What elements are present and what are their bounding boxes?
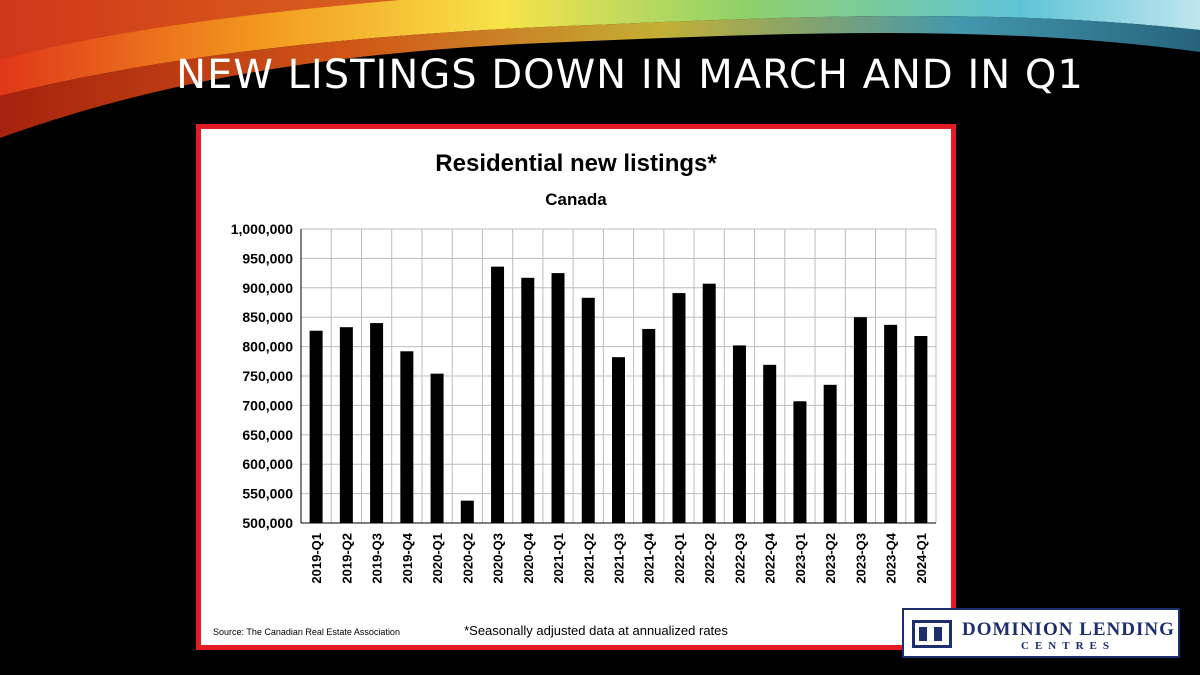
bar bbox=[521, 277, 535, 523]
x-tick-label: 2023-Q4 bbox=[884, 532, 899, 583]
bar bbox=[339, 327, 353, 523]
bar bbox=[430, 373, 444, 523]
x-tick-label: 2023-Q2 bbox=[823, 533, 838, 584]
chart-subtitle: Canada bbox=[545, 190, 607, 209]
x-tick-label: 2022-Q1 bbox=[672, 533, 687, 584]
x-tick-label: 2019-Q3 bbox=[370, 533, 385, 584]
bar bbox=[309, 330, 323, 523]
bar bbox=[793, 401, 807, 523]
bar bbox=[853, 317, 867, 523]
chart-source: Source: The Canadian Real Estate Associa… bbox=[213, 627, 400, 637]
y-axis: 500,000 550,000 600,000 650,000 700,000 750,0… bbox=[231, 221, 294, 531]
bar bbox=[763, 364, 777, 523]
slide-title: NEW LISTINGS DOWN IN MARCH AND IN Q1 bbox=[176, 52, 1084, 98]
x-tick-label: 2023-Q3 bbox=[853, 533, 868, 584]
dominion-lending-logo: DOMINION LENDING CENTRES bbox=[902, 608, 1180, 658]
bar bbox=[612, 357, 625, 523]
x-tick-label: 2020-Q3 bbox=[491, 533, 506, 584]
y-tick-label: 800,000 bbox=[242, 339, 293, 355]
x-tick-label: 2020-Q2 bbox=[460, 533, 475, 584]
x-tick-label: 2019-Q2 bbox=[339, 533, 354, 584]
bar bbox=[370, 323, 384, 523]
x-tick-label: 2019-Q1 bbox=[309, 533, 324, 584]
x-tick-label: 2021-Q4 bbox=[642, 532, 657, 583]
bar bbox=[732, 345, 746, 523]
x-tick-label: 2024-Q1 bbox=[914, 533, 929, 584]
y-tick-label: 550,000 bbox=[242, 486, 293, 502]
y-tick-label: 850,000 bbox=[242, 309, 293, 325]
chart-title: Residential new listings* bbox=[435, 150, 717, 177]
decorative-swoosh bbox=[0, 0, 1200, 139]
x-tick-label: 2019-Q4 bbox=[400, 532, 415, 583]
logo-sub: CENTRES bbox=[1021, 640, 1115, 652]
x-tick-label: 2020-Q1 bbox=[430, 533, 445, 584]
y-tick-label: 600,000 bbox=[242, 456, 293, 472]
chart-frame: Residential new listings* Canada 500,000… bbox=[196, 124, 956, 650]
y-tick-label: 700,000 bbox=[242, 397, 293, 413]
bar bbox=[581, 297, 595, 523]
y-tick-label: 950,000 bbox=[242, 250, 293, 266]
bar bbox=[642, 328, 656, 523]
x-tick-label: 2021-Q1 bbox=[551, 533, 566, 584]
bar bbox=[491, 266, 505, 523]
y-tick-label: 750,000 bbox=[242, 368, 293, 384]
bar-chart: Residential new listings* Canada 500,000… bbox=[213, 150, 937, 638]
bar bbox=[400, 351, 414, 523]
x-tick-label: 2022-Q4 bbox=[763, 532, 778, 583]
bar bbox=[702, 283, 716, 523]
chart-note: *Seasonally adjusted data at annualized … bbox=[464, 623, 728, 638]
bar bbox=[672, 293, 686, 523]
y-tick-label: 500,000 bbox=[242, 515, 293, 531]
logo-mark-icon bbox=[912, 620, 952, 648]
x-axis: 2019-Q1 2019-Q2 2019-Q3 2019-Q4 2020-Q1 2020-… bbox=[309, 532, 929, 583]
y-tick-label: 900,000 bbox=[242, 280, 293, 296]
x-tick-label: 2022-Q3 bbox=[732, 533, 747, 584]
y-tick-label: 650,000 bbox=[242, 427, 293, 443]
bar bbox=[551, 273, 565, 523]
bar bbox=[884, 324, 898, 523]
y-tick-label: 1,000,000 bbox=[231, 221, 293, 237]
logo-name: DOMINION LENDING bbox=[962, 619, 1175, 640]
x-tick-label: 2022-Q2 bbox=[702, 533, 717, 584]
x-tick-label: 2023-Q1 bbox=[793, 533, 808, 584]
bars bbox=[309, 266, 928, 523]
bar bbox=[914, 336, 928, 523]
x-tick-label: 2021-Q2 bbox=[581, 533, 596, 584]
x-tick-label: 2020-Q4 bbox=[521, 532, 536, 583]
bar bbox=[460, 500, 474, 523]
bar bbox=[823, 384, 837, 523]
x-tick-label: 2021-Q3 bbox=[612, 533, 627, 584]
